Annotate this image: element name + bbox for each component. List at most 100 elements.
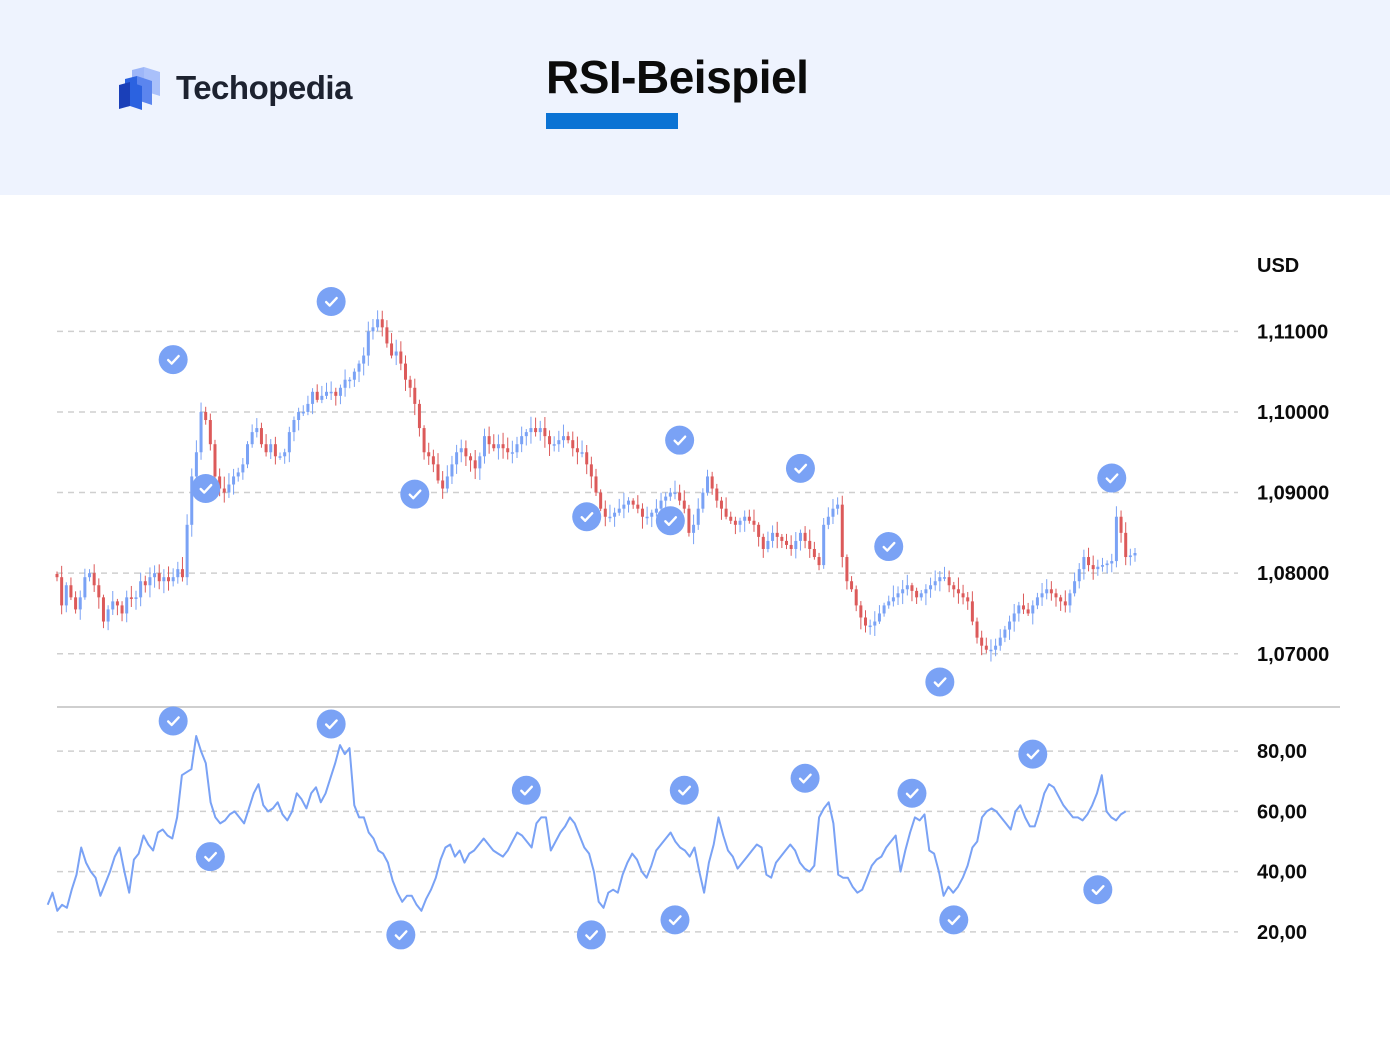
candle bbox=[306, 395, 310, 416]
candle bbox=[654, 499, 658, 517]
candle bbox=[348, 377, 352, 389]
candle bbox=[970, 591, 974, 626]
check-badge-icon bbox=[400, 479, 430, 509]
candle bbox=[1105, 560, 1109, 574]
candle bbox=[831, 499, 835, 525]
candle bbox=[803, 526, 807, 549]
candle bbox=[334, 387, 338, 406]
check-badge-icon bbox=[1083, 875, 1113, 905]
candle bbox=[877, 605, 881, 624]
candle bbox=[984, 637, 988, 654]
candle bbox=[617, 498, 621, 516]
candle bbox=[478, 452, 482, 480]
candle bbox=[761, 533, 765, 558]
candle bbox=[901, 580, 905, 605]
candle bbox=[571, 431, 575, 457]
price-tick-label: 1,08000 bbox=[1257, 563, 1329, 585]
candle bbox=[622, 492, 626, 519]
candle bbox=[83, 568, 87, 600]
candle bbox=[998, 629, 1002, 651]
candle bbox=[199, 402, 203, 460]
check-badge-icon bbox=[665, 425, 695, 455]
candle bbox=[873, 611, 877, 636]
check-badge-icon bbox=[386, 920, 416, 950]
candle bbox=[380, 310, 384, 337]
candle bbox=[1012, 603, 1016, 632]
candle bbox=[1110, 553, 1114, 573]
candle bbox=[153, 565, 157, 588]
candle bbox=[492, 434, 496, 452]
candle bbox=[464, 440, 468, 466]
candle bbox=[403, 355, 407, 391]
check-badge-icon bbox=[785, 453, 815, 483]
rsi-tick-label: 60,00 bbox=[1257, 801, 1307, 823]
price-tick-label: 1,11000 bbox=[1257, 321, 1328, 343]
candle bbox=[887, 595, 891, 609]
candle bbox=[69, 577, 73, 601]
candle bbox=[747, 509, 751, 524]
candle bbox=[222, 476, 226, 503]
candle bbox=[938, 571, 942, 592]
candle bbox=[854, 585, 858, 612]
candle bbox=[1124, 522, 1128, 566]
candle bbox=[1049, 581, 1053, 601]
candle bbox=[325, 382, 328, 400]
candle bbox=[180, 557, 184, 582]
candle bbox=[850, 576, 854, 592]
candle bbox=[125, 590, 129, 623]
candle bbox=[241, 458, 245, 480]
candle bbox=[980, 630, 984, 656]
candle bbox=[311, 388, 315, 415]
price-tick-label: 1,10000 bbox=[1257, 402, 1329, 424]
candle bbox=[213, 439, 217, 480]
check-badge-icon bbox=[572, 502, 602, 532]
candle bbox=[710, 471, 714, 495]
candle bbox=[134, 590, 138, 610]
candle bbox=[891, 585, 895, 607]
price-axis-unit: USD bbox=[1257, 255, 1299, 277]
candle bbox=[143, 575, 147, 593]
candle bbox=[190, 468, 194, 537]
price-candles bbox=[55, 310, 1137, 662]
candle bbox=[232, 468, 236, 495]
candle bbox=[227, 473, 231, 498]
candle bbox=[1059, 594, 1063, 611]
check-badge-icon bbox=[925, 667, 955, 697]
candle bbox=[176, 561, 180, 584]
candle bbox=[952, 581, 956, 598]
candle bbox=[627, 497, 631, 513]
candle bbox=[436, 453, 440, 484]
candle bbox=[129, 585, 133, 607]
candle bbox=[1054, 588, 1058, 607]
candle bbox=[961, 584, 965, 605]
candle bbox=[640, 503, 644, 529]
price-tick-label: 1,07000 bbox=[1257, 644, 1329, 666]
candle bbox=[362, 347, 366, 376]
candle bbox=[55, 571, 59, 582]
candle bbox=[561, 424, 565, 448]
candle bbox=[929, 577, 933, 598]
candle bbox=[724, 497, 728, 520]
candle bbox=[1021, 593, 1025, 615]
candle bbox=[301, 405, 305, 417]
candle bbox=[278, 452, 282, 460]
candle bbox=[167, 566, 171, 591]
brand-name: Techopedia bbox=[176, 69, 352, 106]
check-badge-icon bbox=[316, 287, 346, 317]
candle bbox=[101, 594, 105, 629]
candle bbox=[255, 418, 259, 438]
candle bbox=[599, 489, 603, 512]
candle bbox=[399, 341, 403, 371]
candle bbox=[557, 430, 561, 452]
candle bbox=[896, 586, 900, 606]
candle bbox=[287, 426, 291, 463]
candle bbox=[798, 529, 802, 551]
candle bbox=[585, 445, 589, 475]
rsi-axis-ticks: 80,00 60,00 40,00 20,00 bbox=[1257, 741, 1307, 944]
candle bbox=[413, 378, 417, 416]
candle bbox=[185, 514, 189, 586]
candle bbox=[580, 440, 584, 458]
techopedia-logo: Techopedia bbox=[118, 66, 352, 110]
candle bbox=[422, 425, 426, 460]
candle bbox=[566, 431, 570, 444]
